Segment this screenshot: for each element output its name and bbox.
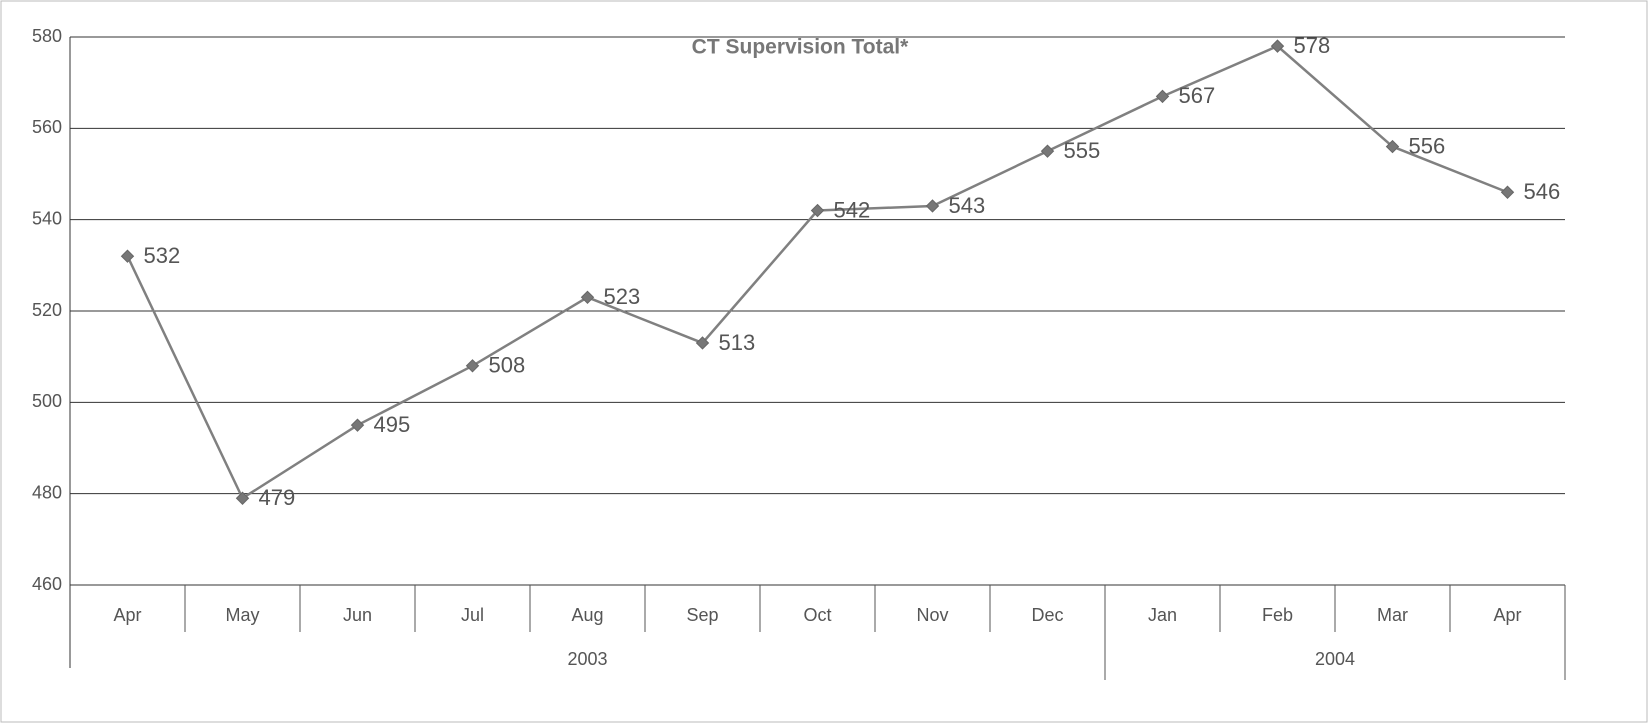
x-tick-label: Jun (343, 605, 372, 625)
marker (1270, 39, 1285, 53)
y-tick-label: 480 (32, 482, 62, 502)
y-tick-label: 580 (32, 26, 62, 46)
x-tick-label: Feb (1262, 605, 1293, 625)
x-tick-label: Mar (1377, 605, 1408, 625)
data-label: 513 (719, 330, 756, 355)
data-label: 532 (144, 243, 181, 268)
marker (1040, 144, 1055, 158)
marker (1500, 185, 1515, 199)
data-line (126, 44, 1508, 501)
data-label: 543 (949, 193, 986, 218)
marker (235, 491, 250, 505)
x-tick-label: May (225, 605, 259, 625)
x-tick-label: Sep (686, 605, 718, 625)
x-tick-label: Oct (803, 605, 831, 625)
x-group-label: 2003 (567, 649, 607, 669)
x-tick-label: Jan (1148, 605, 1177, 625)
data-label: 542 (834, 197, 871, 222)
data-label: 556 (1409, 133, 1446, 158)
x-tick-label: Dec (1031, 605, 1063, 625)
data-label: 508 (489, 353, 526, 378)
y-tick-label: 500 (32, 391, 62, 411)
x-tick-label: Apr (1493, 605, 1521, 625)
marker (695, 336, 710, 350)
marker (120, 249, 135, 263)
y-tick-label: 460 (32, 574, 62, 594)
x-tick-label: Apr (113, 605, 141, 625)
marker (580, 290, 595, 305)
marker (810, 203, 825, 218)
marker (465, 359, 480, 373)
x-tick-label: Aug (571, 605, 603, 625)
data-label: 479 (259, 485, 296, 510)
data-label: 567 (1179, 83, 1216, 108)
marker (350, 418, 365, 432)
chart-title: CT Supervision Total* (692, 36, 909, 59)
data-label: 523 (604, 284, 641, 309)
marker (925, 199, 940, 213)
data-label: 495 (374, 412, 411, 437)
x-group-label: 2004 (1315, 649, 1355, 669)
data-label: 578 (1294, 33, 1331, 58)
y-tick-label: 520 (32, 300, 62, 320)
marker (1385, 139, 1400, 154)
x-tick-label: Nov (916, 605, 948, 625)
data-label: 555 (1064, 138, 1101, 163)
y-tick-label: 560 (32, 117, 62, 137)
marker (1155, 89, 1170, 104)
x-tick-label: Jul (461, 605, 484, 625)
y-tick-label: 540 (32, 208, 62, 228)
data-label: 546 (1524, 179, 1561, 204)
